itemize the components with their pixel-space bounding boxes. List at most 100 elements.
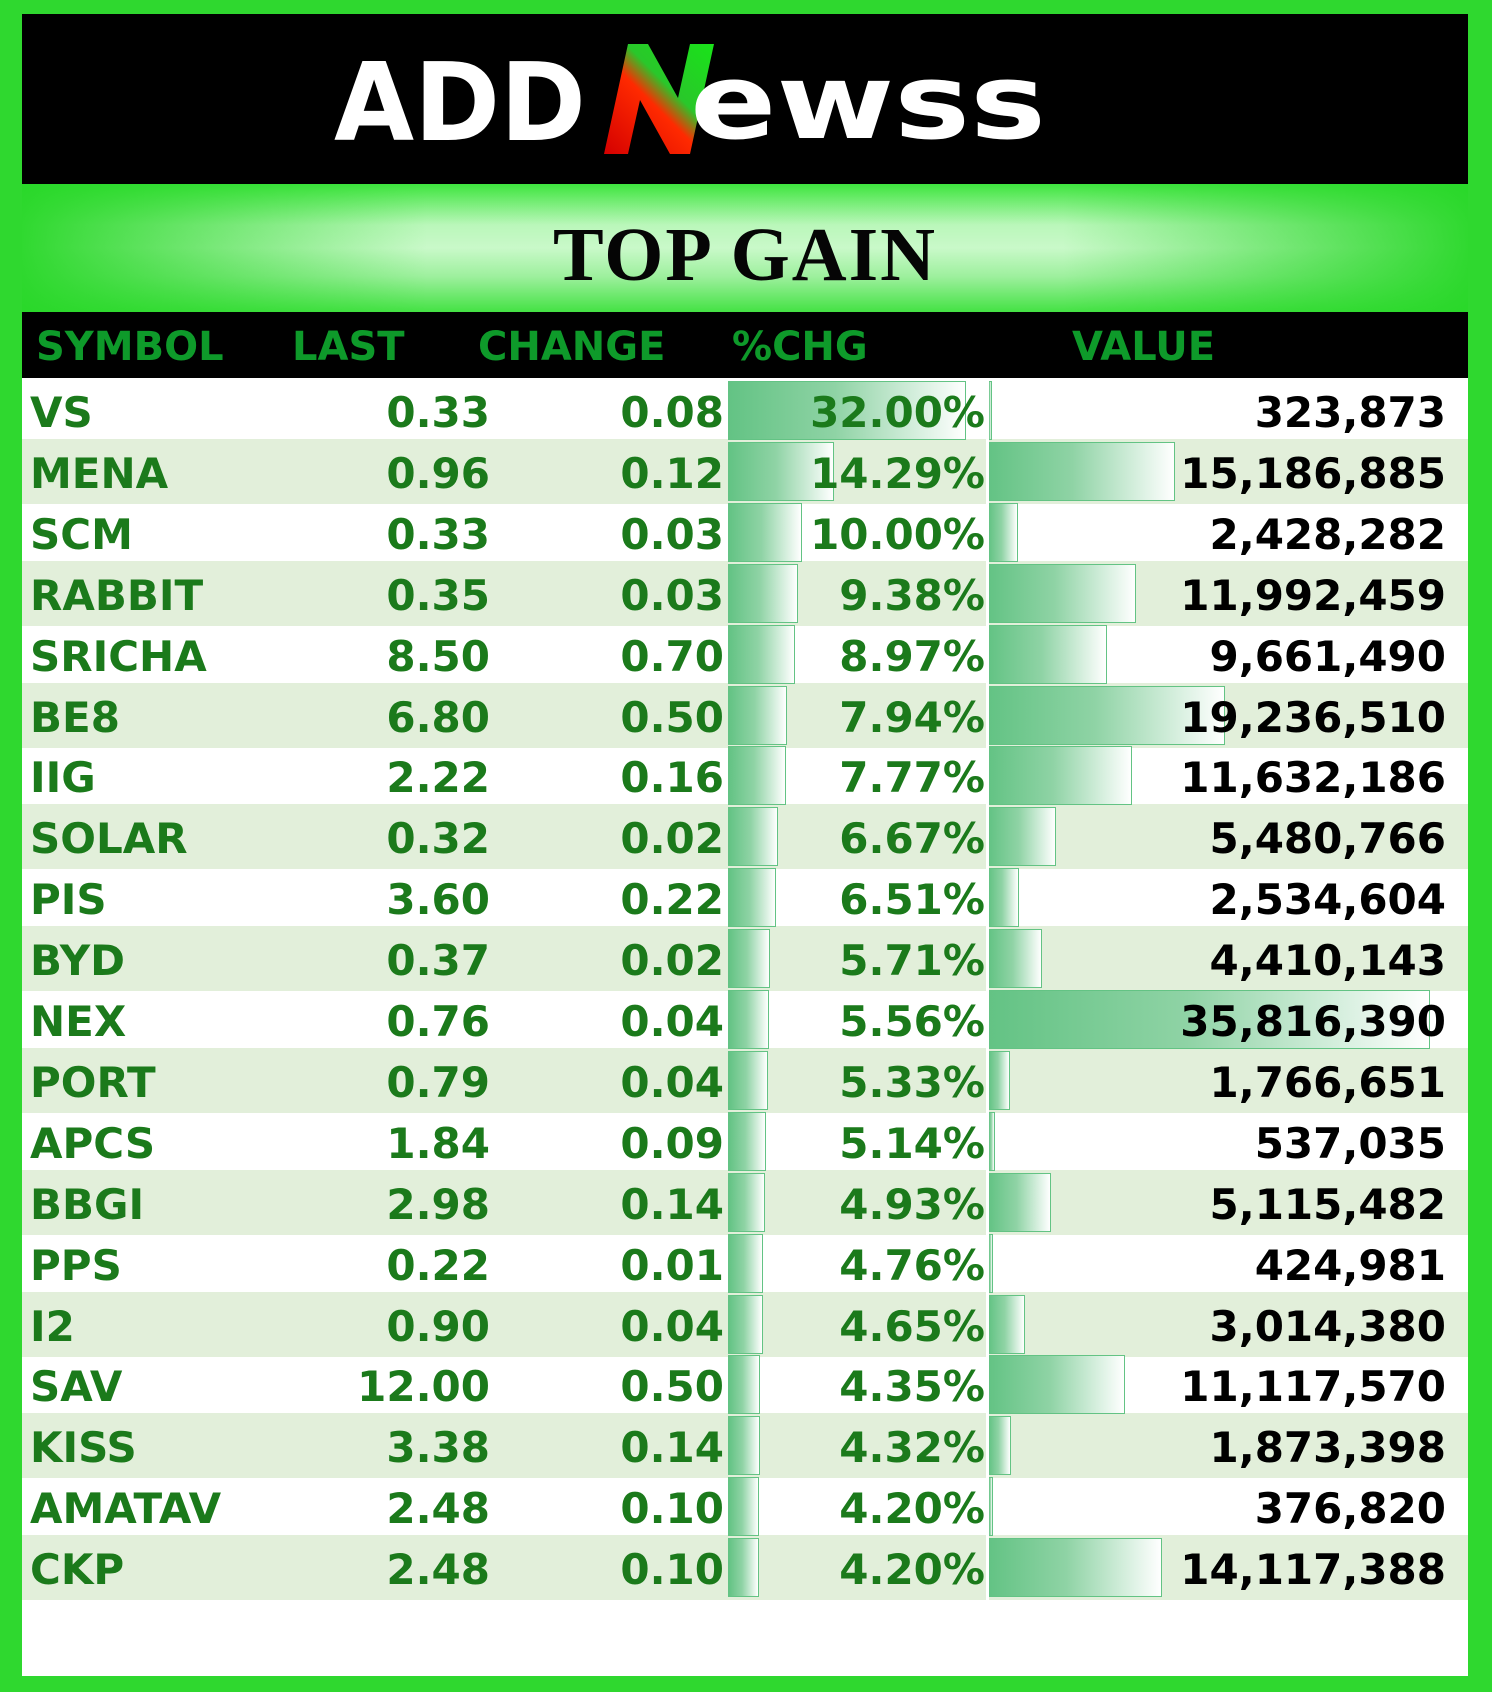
pct-change-bar [728,442,834,501]
last-price-cell: 0.90 [386,1302,490,1351]
table-row: CKP 2.48 0.10 4.20% 14,117,388 [22,1535,1468,1600]
value-cell: 1,873,398 [1209,1423,1446,1472]
value-cell: 1,766,651 [1209,1058,1446,1107]
pct-change-bar [728,746,786,805]
value-bar [988,625,1107,684]
change-cell: 0.10 [620,1484,724,1533]
value-bar [988,868,1019,927]
last-price-cell: 2.48 [386,1545,490,1594]
symbol-cell: BE8 [30,693,120,742]
last-price-cell: 0.96 [386,449,490,498]
pct-change-cell: 5.56% [839,997,985,1046]
pct-change-cell: 5.71% [839,936,985,985]
last-price-cell: 1.84 [386,1119,490,1168]
change-cell: 0.03 [620,571,724,620]
table-row: AMATAV 2.48 0.10 4.20% 376,820 [22,1474,1468,1539]
table-row: BYD 0.37 0.02 5.71% 4,410,143 [22,926,1468,991]
pct-change-bar [728,1538,759,1597]
table-row: SCM 0.33 0.03 10.00% 2,428,282 [22,500,1468,565]
symbol-cell: RABBIT [30,571,204,620]
change-cell: 0.03 [620,510,724,559]
pct-change-cell: 4.65% [839,1302,985,1351]
last-price-cell: 2.48 [386,1484,490,1533]
change-cell: 0.50 [620,1362,724,1411]
change-cell: 0.12 [620,449,724,498]
symbol-cell: VS [30,388,93,437]
pct-change-cell: 4.76% [839,1241,985,1290]
symbol-cell: PPS [30,1241,122,1290]
last-price-cell: 0.79 [386,1058,490,1107]
last-price-cell: 12.00 [357,1362,490,1411]
change-cell: 0.22 [620,875,724,924]
table-row: I2 0.90 0.04 4.65% 3,014,380 [22,1292,1468,1357]
pct-change-cell: 5.33% [839,1058,985,1107]
table-row: PPS 0.22 0.01 4.76% 424,981 [22,1231,1468,1296]
table-row: IIG 2.22 0.16 7.77% 11,632,186 [22,743,1468,808]
pct-change-cell: 4.32% [839,1423,985,1472]
change-cell: 0.10 [620,1545,724,1594]
pct-change-bar [728,807,778,866]
last-price-cell: 0.33 [386,510,490,559]
value-cell: 2,428,282 [1209,510,1446,559]
symbol-cell: SRICHA [30,632,207,681]
pct-change-bar [728,503,802,562]
table-row: PORT 0.79 0.04 5.33% 1,766,651 [22,1048,1468,1113]
change-cell: 0.04 [620,997,724,1046]
pct-change-bar [728,1295,763,1354]
symbol-cell: KISS [30,1423,137,1472]
symbol-cell: BBGI [30,1180,145,1229]
value-cell: 424,981 [1254,1241,1446,1290]
value-bar [988,503,1018,562]
last-price-cell: 2.98 [386,1180,490,1229]
pct-change-cell: 8.97% [839,632,985,681]
pct-change-bar [728,990,769,1049]
pct-change-cell: 7.94% [839,693,985,742]
last-price-cell: 3.38 [386,1423,490,1472]
header-value: VALUE [1072,324,1216,370]
last-price-cell: 0.37 [386,936,490,985]
value-bar [988,929,1042,988]
table-row: BBGI 2.98 0.14 4.93% 5,115,482 [22,1170,1468,1235]
logo-text-add: ADD [334,41,586,166]
change-cell: 0.14 [620,1423,724,1472]
last-price-cell: 8.50 [386,632,490,681]
symbol-cell: SCM [30,510,133,559]
table-row: KISS 3.38 0.14 4.32% 1,873,398 [22,1413,1468,1478]
pct-change-bar [728,1477,759,1536]
last-price-cell: 0.32 [386,814,490,863]
pct-change-cell: 4.20% [839,1484,985,1533]
pct-change-cell: 4.20% [839,1545,985,1594]
header-symbol: SYMBOL [36,324,224,370]
change-cell: 0.70 [620,632,724,681]
value-cell: 14,117,388 [1180,1545,1446,1594]
value-bar [988,1295,1025,1354]
pct-change-bar [728,929,770,988]
value-cell: 35,816,390 [1180,997,1446,1046]
change-cell: 0.16 [620,753,724,802]
table-row: VS 0.33 0.08 32.00% 323,873 [22,378,1468,443]
table-row: BE8 6.80 0.50 7.94% 19,236,510 [22,683,1468,748]
change-cell: 0.04 [620,1302,724,1351]
symbol-cell: I2 [30,1302,75,1351]
symbol-cell: AMATAV [30,1484,222,1533]
value-cell: 11,632,186 [1180,753,1446,802]
change-cell: 0.09 [620,1119,724,1168]
value-cell: 5,480,766 [1209,814,1446,863]
pct-change-bar [728,868,776,927]
pct-change-cell: 32.00% [810,388,985,437]
pct-change-cell: 14.29% [810,449,985,498]
symbol-cell: IIG [30,753,96,802]
value-cell: 11,992,459 [1180,571,1446,620]
value-cell: 19,236,510 [1180,693,1446,742]
value-bar [988,990,1430,1049]
change-cell: 0.01 [620,1241,724,1290]
pct-change-cell: 10.00% [810,510,985,559]
value-bar [988,1051,1010,1110]
value-bar [988,1112,995,1171]
table-row: SAV 12.00 0.50 4.35% 11,117,570 [22,1352,1468,1417]
last-price-cell: 2.22 [386,753,490,802]
table-row: SRICHA 8.50 0.70 8.97% 9,661,490 [22,622,1468,687]
column-divider [986,378,989,1676]
pct-change-cell: 6.51% [839,875,985,924]
table-row: MENA 0.96 0.12 14.29% 15,186,885 [22,439,1468,504]
